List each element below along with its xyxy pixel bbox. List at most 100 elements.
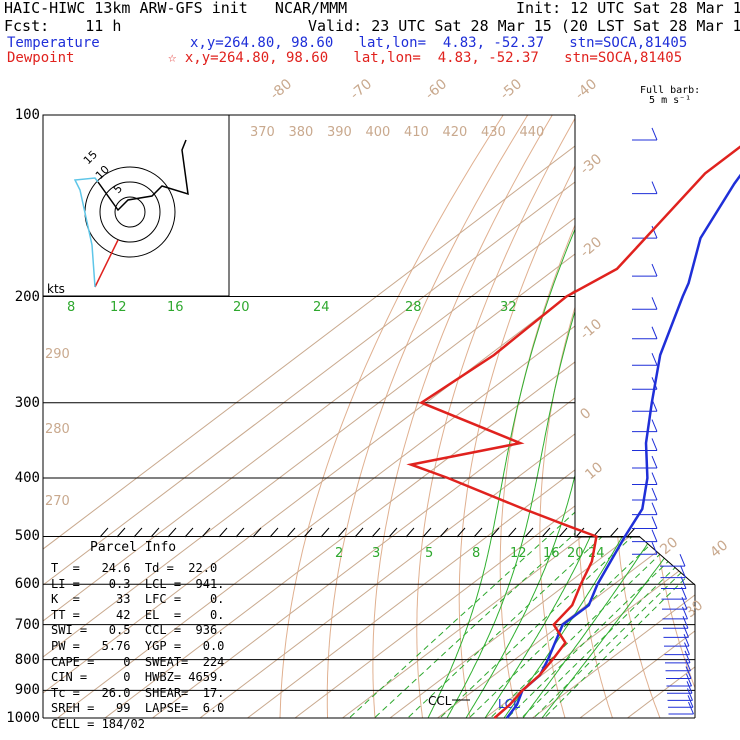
wind-barb-flag: [651, 353, 658, 366]
dry-adiabat: [326, 115, 529, 718]
isotherm-line: [43, 115, 695, 718]
dry-adiabats: [279, 115, 740, 731]
theta-label: 400: [366, 125, 391, 140]
parcel-info-row: T = 24.6 Td = 22.0: [51, 561, 218, 575]
wind-barb-flag: [688, 701, 694, 715]
isotherm-label: -60: [422, 76, 450, 103]
mixing-label-upper: 12: [110, 300, 127, 315]
wind-barb-flag: [651, 438, 658, 451]
theta-label: 370: [250, 125, 275, 140]
temperature-legend-label: Temperature: [7, 35, 100, 51]
wind-barb-flag: [680, 576, 687, 589]
wind-barb-flag: [686, 681, 693, 694]
pressure-label: 800: [14, 651, 40, 668]
pressure-label: 900: [14, 682, 40, 699]
wind-barb-flag: [651, 297, 658, 310]
theta-label: 430: [481, 125, 506, 140]
freezing-tick: [269, 527, 279, 538]
freezing-tick: [626, 527, 636, 538]
wind-barb-flag: [687, 695, 694, 708]
wind-barb-flag: [651, 529, 658, 542]
wind-barb-flag: [651, 472, 658, 485]
wind-barbs: [632, 127, 694, 715]
mixing-ratio-lines: [335, 296, 695, 718]
wind-barb-flag: [685, 666, 692, 679]
isotherm-line: [230, 115, 695, 718]
dewpoint-trace: [406, 145, 740, 719]
theta-label: 410: [404, 125, 429, 140]
dry-adiabat: [577, 115, 676, 718]
parcel-info-row: Tc = 26.0 SHEAR= 17.: [51, 685, 225, 700]
mixing-label-upper: 16: [167, 300, 184, 315]
mixing-ratio-line: [494, 296, 695, 718]
freezing-tick: [286, 527, 296, 538]
wind-barb-flag: [687, 688, 693, 701]
moist-adiabat: [503, 115, 695, 718]
freezing-tick: [558, 527, 568, 538]
wind-barb-flag: [651, 326, 658, 339]
wind-barb-flag: [681, 586, 687, 600]
mixing-label-upper: 24: [313, 300, 330, 315]
wind-barb-flag: [651, 419, 658, 432]
wind-barb-flag: [651, 225, 658, 239]
freezing-tick: [218, 527, 228, 538]
dewpoint-legend-label: Dewpoint: [7, 50, 75, 66]
freezing-tick: [201, 527, 211, 538]
mixing-ratio-line: [531, 296, 695, 718]
mixing-label-upper: 8: [67, 300, 75, 315]
hodograph-frame: [42, 114, 230, 297]
dry-adiabat: [721, 115, 740, 731]
wind-barb-flag: [651, 181, 658, 194]
hodograph-upper-trace: [97, 139, 189, 212]
freezing-tick: [524, 527, 534, 538]
mixing-label-lower: 20: [567, 546, 584, 561]
barb-scale-note: Full barb: 5 m s⁻¹: [640, 86, 700, 106]
mixing-ratio-line: [455, 296, 695, 718]
theta-label: 380: [289, 125, 314, 140]
pressure-label: 400: [14, 470, 40, 487]
freezing-tick: [337, 527, 347, 538]
wind-barb-flag: [683, 625, 689, 638]
freezing-tick: [184, 527, 194, 538]
header-fcst: Fcst: 11 h: [4, 17, 122, 35]
mixing-ratio-line: [393, 296, 695, 718]
hodograph-mid-trace: [73, 177, 99, 288]
moist-adiabat: [427, 115, 630, 718]
temperature-location: x,y=264.80, 98.60 lat,lon= 4.83, -52.37 …: [190, 35, 688, 51]
isotherm-line: [277, 115, 695, 718]
pressure-label: 600: [14, 576, 40, 593]
wind-barb-flag: [680, 565, 686, 578]
hodograph-ring: [99, 181, 161, 243]
dry-adiabat: [614, 115, 695, 718]
freezing-tick: [541, 527, 551, 538]
freezing-tick: [303, 527, 313, 538]
theta-label: 420: [443, 125, 468, 140]
isotherm-label: 0: [577, 405, 594, 423]
mixing-label-lower: 5: [425, 546, 433, 561]
header-title: HAIC-HIWC 13km ARW-GFS init NCAR/MMM: [4, 0, 348, 17]
isotherm-label: 20: [657, 534, 681, 558]
moist-adiabat: [446, 115, 655, 718]
freezing-tick: [116, 527, 126, 538]
freezing-tick: [354, 527, 364, 538]
parcel-info-row: CAPE = 0 SWEAT= 224: [51, 654, 225, 669]
wind-barb-flag: [651, 455, 658, 469]
mixing-label-lower: 2: [335, 546, 343, 561]
parcel-info-row: SREH = 99 LAPSE= 6.0: [51, 701, 225, 716]
isotherm-label: 10: [582, 459, 606, 483]
freezing-tick: [235, 527, 245, 538]
mixing-label-upper: 28: [405, 300, 422, 315]
parcel-info-row: CELL = 184/02: [51, 717, 145, 731]
isotherm-label: 40: [707, 537, 731, 561]
isotherm-line: [467, 115, 695, 718]
header-valid: Valid: 23 UTC Sat 28 Mar 15 (20 LST Sat …: [308, 17, 740, 35]
wind-barb-flag: [686, 673, 692, 687]
mixing-label-upper: 20: [233, 300, 250, 315]
isotherm-line: [325, 115, 695, 718]
isotherm-line: [372, 115, 695, 718]
adiabat-label: 270: [45, 494, 70, 509]
freezing-tick: [473, 527, 483, 538]
hodograph-units: kts: [47, 282, 65, 296]
wind-barb-flag: [651, 542, 658, 555]
